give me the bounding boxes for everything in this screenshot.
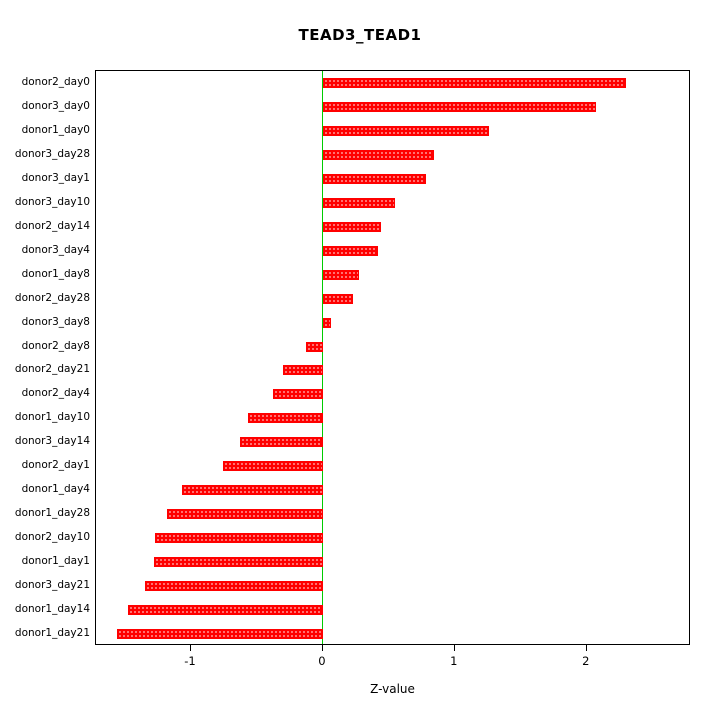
category-label: donor1_day21 <box>14 627 90 640</box>
bar <box>222 461 323 472</box>
category-label: donor1_day14 <box>14 603 90 616</box>
category-label: donor2_day4 <box>21 387 90 400</box>
bar <box>283 365 323 376</box>
category-label: donor1_day1 <box>21 555 90 568</box>
category-label: donor2_day21 <box>14 363 90 376</box>
category-label: donor2_day0 <box>21 75 90 88</box>
bar <box>322 221 381 232</box>
bar <box>322 293 354 304</box>
category-label: donor2_day10 <box>14 531 90 544</box>
x-axis-tick-label: -1 <box>184 654 196 668</box>
bar <box>239 437 323 448</box>
bar <box>167 509 323 520</box>
category-label: donor1_day4 <box>21 483 90 496</box>
x-axis-tick-label: 2 <box>582 654 590 668</box>
plot-area <box>95 70 690 645</box>
bar <box>144 581 323 592</box>
category-label: donor3_day1 <box>21 171 90 184</box>
bar <box>322 245 379 256</box>
x-axis-tick <box>321 645 323 651</box>
bar <box>322 101 596 112</box>
category-label: donor1_day10 <box>14 411 90 424</box>
category-label: donor3_day14 <box>14 435 90 448</box>
bar <box>127 605 323 616</box>
chart-title: TEAD3_TEAD1 <box>298 26 422 44</box>
x-axis-title: Z-value <box>370 682 415 696</box>
zero-reference-line <box>322 71 324 644</box>
category-label: donor2_day1 <box>21 459 90 472</box>
bar <box>322 197 396 208</box>
category-label: donor1_day0 <box>21 123 90 136</box>
bar <box>154 557 323 568</box>
bar <box>322 149 434 160</box>
category-label: donor2_day8 <box>21 339 90 352</box>
bar <box>247 413 323 424</box>
x-axis-tick <box>189 645 191 651</box>
category-label: donor3_day8 <box>21 315 90 328</box>
category-label: donor1_day8 <box>21 267 90 280</box>
category-label: donor2_day14 <box>14 219 90 232</box>
bar <box>322 173 426 184</box>
category-label: donor2_day28 <box>14 291 90 304</box>
category-label: donor3_day0 <box>21 99 90 112</box>
bar <box>155 533 323 544</box>
category-label: donor3_day10 <box>14 195 90 208</box>
x-axis-tick-label: 0 <box>318 654 326 668</box>
category-label: donor3_day21 <box>14 579 90 592</box>
category-label: donor3_day4 <box>21 243 90 256</box>
bar <box>322 317 331 328</box>
bar <box>322 77 627 88</box>
bar <box>322 269 359 280</box>
x-axis-tick <box>453 645 455 651</box>
category-label: donor1_day28 <box>14 507 90 520</box>
bar <box>117 629 323 640</box>
x-axis-tick-label: 1 <box>450 654 458 668</box>
bar <box>181 485 323 496</box>
bar <box>322 125 490 136</box>
category-label: donor3_day28 <box>14 147 90 160</box>
bar <box>272 389 323 400</box>
x-axis-tick <box>585 645 587 651</box>
bar <box>305 341 323 352</box>
